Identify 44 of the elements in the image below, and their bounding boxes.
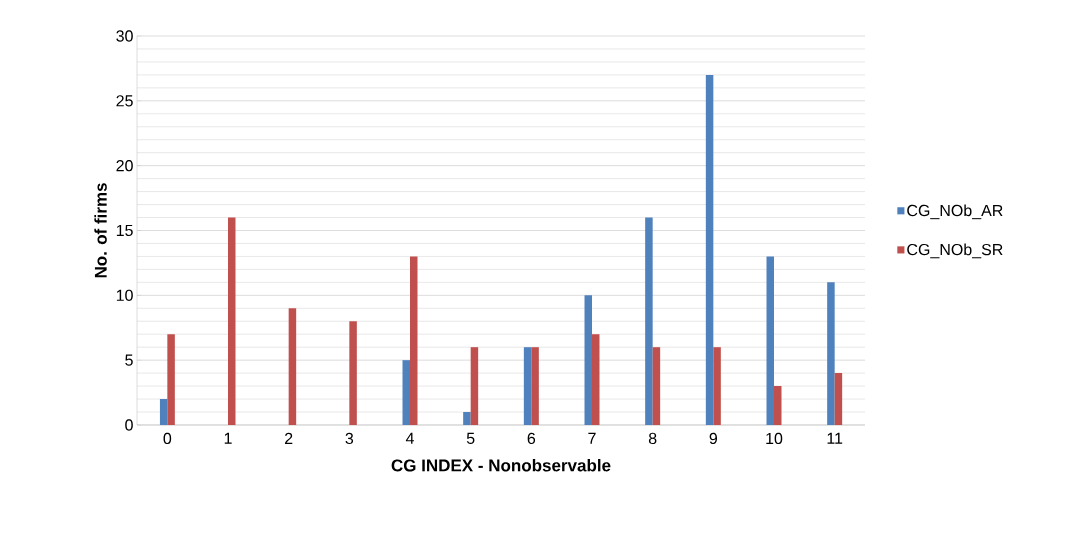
legend-label: CG_NOb_AR	[907, 204, 1003, 220]
bar	[592, 334, 600, 425]
x-axis-title: CG INDEX - Nonobservable	[391, 458, 611, 472]
x-tick-label: 1	[224, 432, 232, 444]
bar	[834, 373, 843, 425]
y-axis-title: No. of firms	[94, 183, 107, 278]
x-tick-label: 5	[466, 432, 475, 444]
x-tick-label: 7	[588, 432, 596, 444]
y-tick-label: 25	[116, 95, 133, 107]
bar	[645, 217, 653, 425]
legend-label: CG_NOb_SR	[907, 243, 1003, 259]
x-tick-label: 11	[827, 432, 843, 444]
bar	[652, 347, 661, 425]
x-tick-label: 10	[766, 432, 783, 445]
y-tick-label: 30	[116, 30, 133, 42]
x-tick-label: 6	[527, 432, 536, 445]
bar	[531, 347, 539, 425]
bar	[288, 308, 297, 425]
bar	[349, 321, 357, 425]
x-tick-label: 2	[285, 432, 293, 444]
y-tick-label: 0	[125, 419, 133, 431]
bar	[827, 282, 835, 425]
bar	[159, 399, 168, 425]
x-tick-label: 0	[163, 432, 172, 445]
bar	[774, 386, 782, 425]
bar	[705, 74, 714, 425]
x-tick-label: 9	[709, 432, 718, 445]
bar	[766, 256, 774, 425]
bar	[523, 347, 532, 425]
y-tick-label: 5	[125, 354, 133, 366]
bar	[228, 217, 236, 425]
bar	[463, 412, 471, 425]
bar	[410, 256, 418, 425]
x-tick-label: 8	[648, 432, 657, 445]
bar	[470, 347, 479, 425]
bar	[402, 360, 411, 425]
x-tick-label: 4	[405, 432, 414, 444]
y-tick-label: 15	[116, 224, 133, 237]
y-tick-label: 10	[116, 289, 133, 301]
bar	[167, 334, 175, 425]
bar	[713, 347, 721, 425]
bar	[584, 295, 592, 425]
y-tick-label: 20	[116, 160, 133, 172]
x-tick-label: 3	[345, 432, 354, 445]
